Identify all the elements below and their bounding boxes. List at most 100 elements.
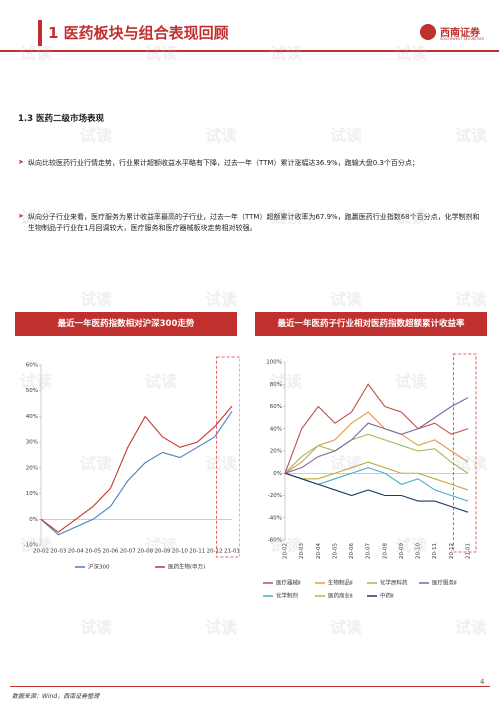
logo-en: SOUTHWEST SECURITIES <box>440 37 484 41</box>
legend-label: 化学制剂 <box>276 592 299 600</box>
x-tick-label: 20-02 <box>283 543 289 559</box>
watermark: 试读 <box>330 618 363 637</box>
series-line <box>284 411 469 474</box>
x-tick-label: 20-07 <box>366 543 372 559</box>
watermark: 试读 <box>145 44 178 63</box>
x-tick-label: 20-08 <box>382 543 388 559</box>
series-line <box>40 410 233 536</box>
bullet-icon: ➤ <box>18 212 24 220</box>
watermark: 试读 <box>330 126 363 145</box>
legend-label: 医药生物(申万) <box>168 563 205 571</box>
y-tick-label: 10% <box>26 491 38 497</box>
watermark: 试读 <box>205 290 238 309</box>
y-tick-label: 40% <box>26 414 38 420</box>
watermark: 试读 <box>20 208 53 227</box>
bullet: 纵向分子行业来看，医疗服务为累计收益率最高的子行业，过去一年（TTM）超额累计收… <box>28 213 480 232</box>
bullet: 纵向比较医药行业行情走势，行业累计超额收益水平略有下降，过去一年（TTM）累计涨… <box>28 159 419 167</box>
x-tick-label: 20-10 <box>172 549 188 555</box>
chart-title: 最近一年医药指数相对沪深300走势 <box>15 312 237 336</box>
x-tick-label: 20-05 <box>85 549 101 555</box>
x-tick-label: 20-06 <box>349 543 355 559</box>
watermark: 试读 <box>80 618 113 637</box>
legend-label: 医疗服务Ⅱ <box>432 579 457 587</box>
y-tick-label: 100% <box>266 360 282 366</box>
watermark: 试读 <box>455 126 488 145</box>
legend-label: 医疗器械Ⅱ <box>276 579 301 587</box>
x-tick-label: 20-09 <box>399 543 405 559</box>
x-tick-label: 20-11 <box>189 549 205 555</box>
x-tick-label: 20-12 <box>207 549 223 555</box>
watermark: 试读 <box>80 126 113 145</box>
section-title: 1.3 医药二级市场表现 <box>18 114 105 124</box>
legend-label: 生物制品Ⅱ <box>328 579 353 587</box>
series-line <box>284 461 469 491</box>
x-tick-label: 20-03 <box>299 543 305 559</box>
watermark: 试读 <box>145 208 178 227</box>
watermark: 试读 <box>205 126 238 145</box>
y-tick-label: 0% <box>29 517 38 523</box>
y-tick-label: -20% <box>268 493 282 499</box>
watermark: 试读 <box>145 372 178 391</box>
y-tick-label: -60% <box>268 538 282 544</box>
watermark: 试读 <box>395 44 428 63</box>
watermark: 试读 <box>455 454 488 473</box>
y-tick-label: 0% <box>273 471 282 477</box>
footer-source: 数据来源：Wind，西南证券整理 <box>12 693 100 700</box>
y-tick-label: 80% <box>270 382 282 388</box>
y-tick-label: 60% <box>26 363 38 369</box>
watermark: 试读 <box>455 618 488 637</box>
x-tick-label: 20-11 <box>432 543 438 559</box>
x-tick-label: 20-05 <box>332 543 338 559</box>
watermark: 试读 <box>20 372 53 391</box>
x-tick-label: 20-04 <box>316 543 322 559</box>
series-line <box>284 467 469 502</box>
title-bar <box>38 20 42 46</box>
watermark: 试读 <box>455 290 488 309</box>
y-tick-label: 30% <box>26 440 38 446</box>
series-line <box>284 472 469 513</box>
chart: -10%0%10%20%30%40%50%60%20-02 20-03 20-04 2… <box>24 356 240 571</box>
watermark: 试读 <box>20 44 53 63</box>
y-tick-label: 60% <box>270 404 282 410</box>
y-tick-label: -10% <box>24 543 38 549</box>
watermark: 试读 <box>395 372 428 391</box>
x-tick-label: 20-07 <box>120 549 136 555</box>
x-tick-label: 20-03 <box>50 549 66 555</box>
watermark: 试读 <box>330 454 363 473</box>
page-number: 4 <box>480 678 485 686</box>
watermark: 试读 <box>80 290 113 309</box>
series-line <box>284 433 469 474</box>
legend-label: 化学原料药 <box>380 579 408 587</box>
series-line <box>40 405 233 533</box>
x-tick-label: 20-02 <box>33 549 49 555</box>
highlight-box <box>452 353 477 553</box>
x-tick-label: 20-04 <box>68 549 84 555</box>
watermark: 试读 <box>330 290 363 309</box>
header-rule <box>0 50 499 52</box>
chart: -60% -40% -20% 0% 20% 40% 60% 80% 100% 20-02 20-03… <box>263 353 477 600</box>
highlight-box <box>216 356 240 558</box>
chart-title: 最近一年医药子行业相对医药指数超额累计收益率 <box>255 312 487 336</box>
x-tick-label: 20-08 <box>137 549 153 555</box>
y-tick-label: 20% <box>270 449 282 455</box>
y-tick-label: -40% <box>268 515 282 521</box>
x-tick-label: 20-09 <box>155 549 171 555</box>
watermark: 试读 <box>205 618 238 637</box>
watermark: 试读 <box>80 454 113 473</box>
logo-icon <box>420 24 436 40</box>
watermark: 试读 <box>205 454 238 473</box>
legend-label: 沪深300 <box>88 563 110 571</box>
y-tick-label: 40% <box>270 426 282 432</box>
x-tick-label: 20-10 <box>416 543 422 559</box>
x-tick-label: 21-01 <box>466 543 472 559</box>
footer-rule <box>10 686 490 687</box>
x-tick-label: 21-01 <box>224 549 240 555</box>
watermark: 试读 <box>270 372 303 391</box>
watermark: 试读 <box>395 208 428 227</box>
watermark: 试读 <box>270 208 303 227</box>
legend-label: 医药商业Ⅱ <box>328 592 353 600</box>
watermark: 试读 <box>20 536 53 555</box>
series-line <box>284 383 469 474</box>
watermark: 试读 <box>270 536 303 555</box>
